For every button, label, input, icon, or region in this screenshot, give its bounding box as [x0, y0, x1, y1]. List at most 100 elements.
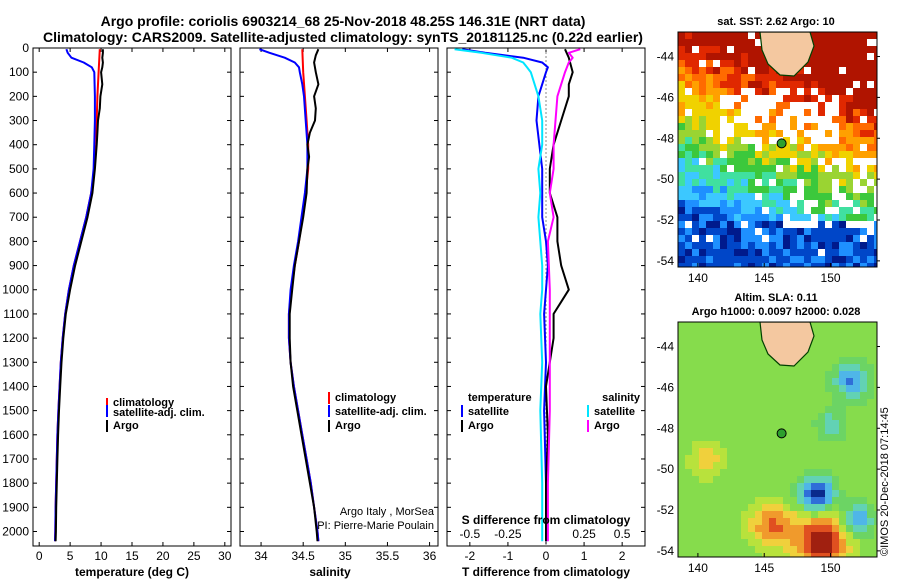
sla-cell: [692, 539, 699, 546]
sst-cell: [846, 158, 853, 165]
sla-cell: [727, 434, 734, 441]
sla-cell: [699, 385, 706, 392]
sst-cell: [692, 95, 699, 102]
sst-cell: [755, 53, 762, 60]
sst-cell: [825, 158, 832, 165]
sla-cell: [748, 392, 755, 399]
sla-cell: [853, 455, 860, 462]
sst-cell: [804, 172, 811, 179]
sla-cell: [846, 497, 853, 504]
sla-cell: [727, 329, 734, 336]
sla-cell: [769, 553, 776, 557]
sla-cell: [762, 462, 769, 469]
sla-cell: [706, 525, 713, 532]
sla-cell: [720, 343, 727, 350]
sla-cell: [776, 392, 783, 399]
sla-cell: [776, 462, 783, 469]
sla-cell: [811, 406, 818, 413]
sla-cell: [734, 462, 741, 469]
sla-cell: [699, 553, 706, 557]
sla-cell: [804, 553, 811, 557]
sla-cell: [874, 497, 877, 504]
x-tick-label: 5: [67, 549, 74, 563]
sla-cell: [741, 336, 748, 343]
sst-cell: [706, 165, 713, 172]
sla-cell: [832, 518, 839, 525]
sst-cell: [804, 228, 811, 235]
sst-cell: [825, 39, 832, 46]
sla-cell: [783, 511, 790, 518]
sla-cell: [769, 462, 776, 469]
sst-cell: [811, 186, 818, 193]
sla-cell: [762, 511, 769, 518]
sst-cell: [769, 165, 776, 172]
sla-cell: [867, 546, 874, 553]
sla-cell: [678, 420, 685, 427]
sla-cell: [832, 399, 839, 406]
sla-cell: [839, 385, 846, 392]
sla-cell: [832, 322, 839, 329]
sst-cell: [825, 60, 832, 67]
sst-cell: [741, 32, 748, 39]
sst-cell: [811, 130, 818, 137]
depth-tick-label: 600: [9, 186, 29, 200]
sla-cell: [818, 553, 825, 557]
sla-cell: [853, 462, 860, 469]
sla-cell: [713, 455, 720, 462]
sst-cell: [706, 137, 713, 144]
sla-cell: [720, 357, 727, 364]
sla-cell: [867, 511, 874, 518]
sst-cell: [804, 214, 811, 221]
sla-cell: [776, 504, 783, 511]
sla-cell: [867, 553, 874, 557]
sst-cell: [783, 242, 790, 249]
sst-cell: [713, 242, 720, 249]
sst-cell: [853, 151, 860, 158]
sst-cell: [748, 158, 755, 165]
sst-cell: [748, 95, 755, 102]
sla-cell: [762, 357, 769, 364]
sla-cell: [860, 392, 867, 399]
sst-cell: [692, 88, 699, 95]
sst-cell: [727, 60, 734, 67]
sla-cell: [755, 462, 762, 469]
sst-cell: [811, 172, 818, 179]
sst-cell: [846, 179, 853, 186]
sla-cell: [804, 357, 811, 364]
sla-cell: [846, 518, 853, 525]
sla-cell: [741, 476, 748, 483]
sst-cell: [685, 60, 692, 67]
sla-cell: [699, 329, 706, 336]
sst-cell: [790, 179, 797, 186]
sst-cell: [860, 207, 867, 214]
sla-cell: [853, 497, 860, 504]
sla-cell: [741, 343, 748, 350]
sst-cell: [685, 228, 692, 235]
sst-cell: [832, 130, 839, 137]
sst-cell: [755, 144, 762, 151]
sla-cell: [748, 504, 755, 511]
sla-cell: [853, 448, 860, 455]
map-y-tick-label: -52: [657, 213, 675, 227]
sla-cell: [720, 427, 727, 434]
sla-cell: [839, 427, 846, 434]
sst-cell: [727, 158, 734, 165]
sla-cell: [853, 525, 860, 532]
sst-cell: [678, 109, 685, 116]
sst-cell: [874, 207, 877, 214]
sst-cell: [804, 81, 811, 88]
sst-cell: [713, 67, 720, 74]
sst-cell: [727, 74, 734, 81]
sla-cell: [790, 497, 797, 504]
sst-cell: [713, 256, 720, 263]
temperature-legend: climatology satellite-adj. clim. Argo: [106, 397, 205, 432]
sst-cell: [811, 249, 818, 256]
sst-cell: [678, 130, 685, 137]
sla-cell: [832, 336, 839, 343]
sla-cell: [720, 378, 727, 385]
sst-cell: [713, 88, 720, 95]
sla-cell: [755, 511, 762, 518]
sla-cell: [748, 476, 755, 483]
sla-cell: [713, 350, 720, 357]
sst-cell: [804, 95, 811, 102]
